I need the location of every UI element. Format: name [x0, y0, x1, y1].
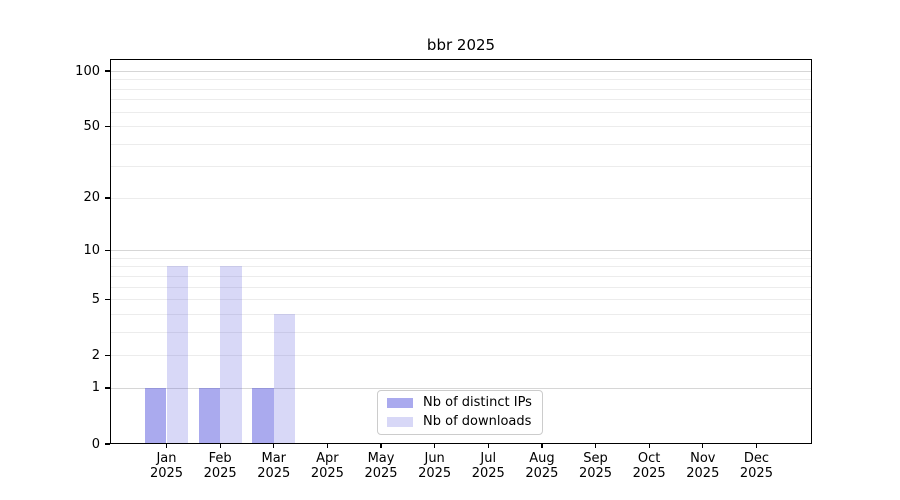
- x-tick-aug: [541, 444, 543, 448]
- x-tick-month: Feb: [208, 451, 232, 466]
- y-tick-50: [105, 125, 110, 127]
- x-tick-label-oct: Oct 2025: [619, 451, 679, 481]
- y-tick-label-0: 0: [91, 436, 100, 452]
- y-tick-label-1: 1: [91, 380, 100, 396]
- x-tick-label-jan: Jan 2025: [137, 451, 197, 481]
- x-tick-label-dec: Dec 2025: [726, 451, 786, 481]
- x-tick-month: Nov: [690, 451, 716, 466]
- x-tick-label-jul: Jul 2025: [458, 451, 518, 481]
- x-tick-jun: [434, 444, 436, 448]
- x-tick-sep: [594, 444, 597, 448]
- y-tick-1: [105, 387, 110, 389]
- chart-title: bbr 2025: [426, 36, 496, 54]
- x-tick-dec: [755, 444, 758, 448]
- x-tick-month: Apr: [316, 451, 339, 466]
- x-tick-month: May: [367, 451, 395, 466]
- plot-frame: [110, 59, 812, 444]
- x-tick-month: Jun: [424, 451, 445, 466]
- y-tick-label-100: 100: [75, 63, 100, 79]
- y-tick-100: [105, 70, 110, 72]
- x-tick-month: Jul: [480, 451, 497, 466]
- x-tick-label-may: May 2025: [351, 451, 411, 481]
- x-tick-jul: [487, 444, 489, 448]
- legend: Nb of distinct IPs Nb of downloads: [377, 390, 543, 435]
- x-tick-label-apr: Apr 2025: [297, 451, 357, 481]
- y-tick-2: [105, 354, 110, 356]
- y-tick-0: [105, 443, 110, 445]
- x-tick-year: 2025: [364, 466, 398, 481]
- x-tick-apr: [326, 444, 329, 448]
- x-tick-month: Aug: [529, 451, 555, 466]
- x-tick-feb: [219, 444, 221, 448]
- x-tick-label-aug: Aug 2025: [512, 451, 572, 481]
- x-tick-oct: [648, 444, 650, 448]
- x-tick-jan: [165, 444, 168, 448]
- x-tick-year: 2025: [149, 466, 184, 481]
- legend-entry-distinct-ips: Nb of distinct IPs: [387, 396, 542, 410]
- x-tick-year: 2025: [203, 466, 237, 481]
- x-tick-month: Sep: [583, 451, 608, 466]
- x-tick-year: 2025: [310, 466, 344, 481]
- x-tick-year: 2025: [686, 466, 720, 481]
- legend-label-downloads: Nb of downloads: [423, 414, 532, 429]
- x-tick-year: 2025: [739, 466, 773, 481]
- legend-entry-downloads: Nb of downloads: [387, 415, 542, 429]
- x-tick-year: 2025: [418, 466, 452, 481]
- x-tick-label-jun: Jun 2025: [405, 451, 465, 481]
- x-tick-month: Oct: [637, 451, 661, 466]
- x-tick-month: Jan: [156, 451, 177, 466]
- x-tick-year: 2025: [578, 466, 613, 481]
- legend-swatch-distinct-ips: [387, 398, 413, 408]
- x-tick-label-mar: Mar 2025: [244, 451, 304, 481]
- y-tick-5: [105, 298, 110, 300]
- x-tick-label-nov: Nov 2025: [673, 451, 733, 481]
- x-tick-year: 2025: [471, 466, 505, 481]
- y-tick-label-5: 5: [91, 291, 100, 307]
- legend-label-distinct-ips: Nb of distinct IPs: [423, 395, 532, 410]
- y-tick-10: [105, 249, 110, 251]
- y-tick-label-20: 20: [83, 190, 100, 206]
- x-tick-month: Mar: [261, 451, 287, 466]
- legend-swatch-downloads: [387, 417, 413, 427]
- x-tick-mar: [273, 444, 275, 448]
- x-tick-year: 2025: [525, 466, 559, 481]
- x-tick-year: 2025: [257, 466, 291, 481]
- x-tick-label-sep: Sep 2025: [566, 451, 626, 481]
- x-tick-year: 2025: [632, 466, 666, 481]
- y-tick-20: [105, 197, 110, 199]
- y-tick-label-50: 50: [83, 118, 100, 134]
- x-tick-may: [380, 444, 382, 448]
- x-tick-label-feb: Feb 2025: [190, 451, 250, 481]
- y-tick-label-2: 2: [91, 347, 100, 363]
- x-tick-nov: [702, 444, 704, 448]
- y-tick-label-10: 10: [83, 242, 100, 258]
- x-tick-month: Dec: [743, 451, 769, 466]
